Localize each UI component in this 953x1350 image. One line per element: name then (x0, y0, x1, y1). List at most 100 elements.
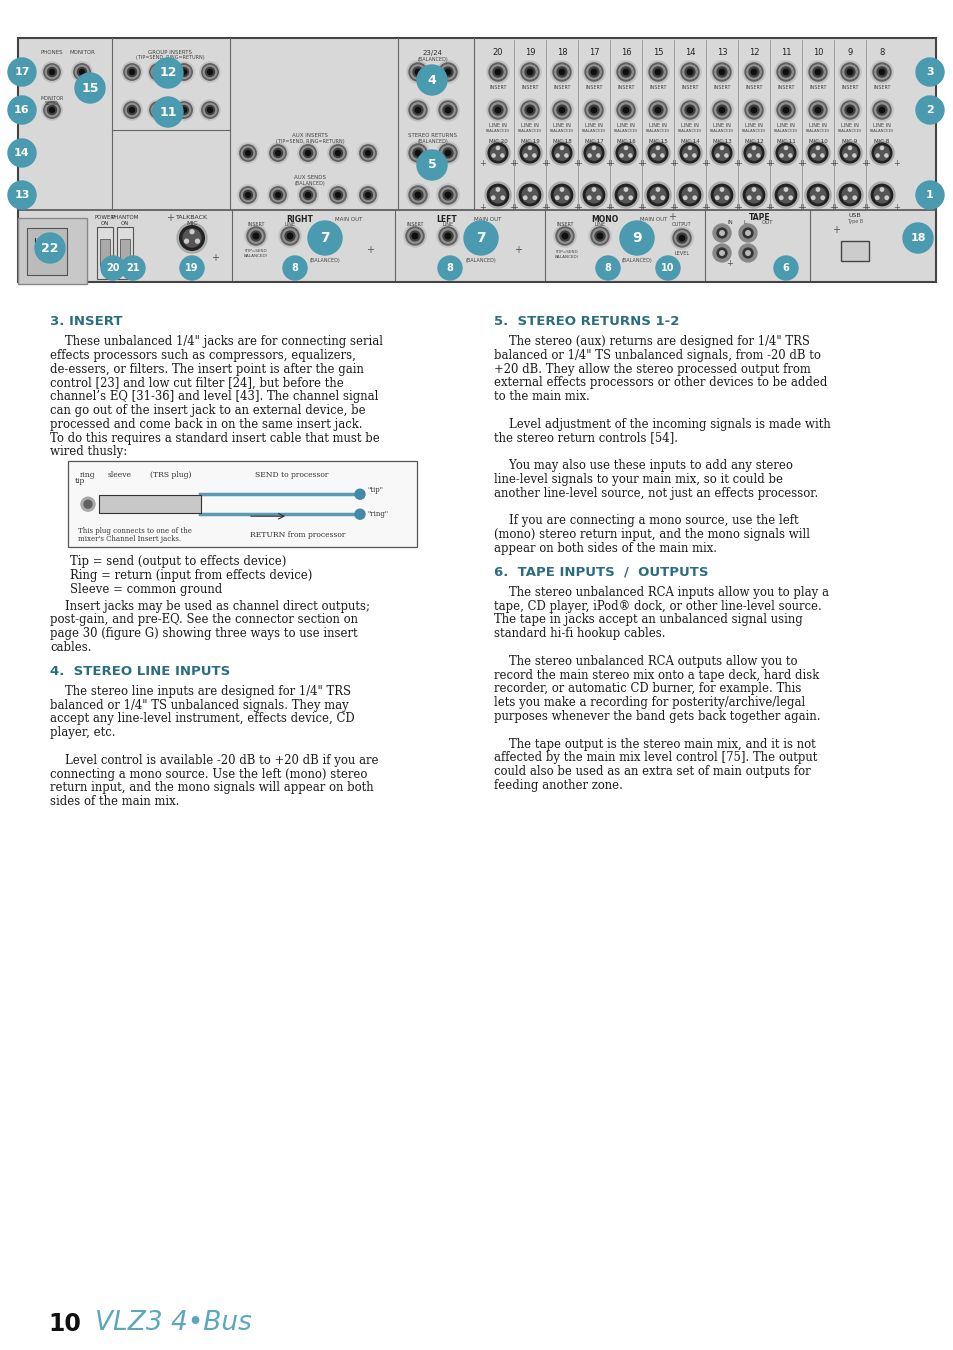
Text: 21: 21 (126, 263, 139, 273)
Circle shape (239, 186, 256, 204)
Circle shape (712, 244, 730, 262)
Circle shape (487, 185, 508, 205)
Circle shape (237, 185, 257, 205)
Text: (BALANCED): (BALANCED) (310, 258, 340, 263)
Circle shape (287, 234, 293, 239)
Text: +: + (893, 158, 900, 167)
Circle shape (84, 501, 91, 508)
Circle shape (876, 105, 886, 115)
Circle shape (692, 196, 696, 200)
Circle shape (844, 105, 854, 115)
Circle shape (774, 61, 796, 82)
Circle shape (438, 144, 456, 162)
Circle shape (595, 231, 604, 240)
Text: POWER
ON: POWER ON (95, 215, 115, 225)
Circle shape (73, 63, 91, 80)
Text: +: + (509, 158, 516, 167)
Text: (BALANCED): (BALANCED) (645, 130, 669, 134)
Text: You may also use these inputs to add any stereo: You may also use these inputs to add any… (494, 459, 792, 472)
Circle shape (126, 104, 138, 116)
Circle shape (363, 148, 372, 158)
Text: MAIN OUT: MAIN OUT (639, 217, 667, 221)
Circle shape (688, 146, 691, 150)
Circle shape (190, 230, 193, 234)
Circle shape (241, 189, 254, 201)
Text: (BALANCED): (BALANCED) (869, 130, 893, 134)
Text: STEREO RETURNS: STEREO RETURNS (408, 134, 457, 138)
Circle shape (628, 196, 632, 200)
Circle shape (524, 105, 535, 115)
Circle shape (651, 196, 655, 200)
Circle shape (869, 140, 893, 165)
Circle shape (745, 231, 749, 235)
Circle shape (873, 188, 889, 202)
Circle shape (716, 154, 719, 157)
Text: 19: 19 (524, 49, 535, 57)
Text: 13: 13 (716, 49, 726, 57)
Circle shape (436, 225, 458, 247)
Circle shape (411, 65, 425, 80)
Circle shape (653, 68, 662, 77)
Circle shape (523, 154, 527, 157)
Text: (BALANCED): (BALANCED) (805, 130, 829, 134)
Text: "tip": "tip" (367, 486, 382, 494)
Circle shape (278, 225, 301, 247)
Circle shape (684, 68, 694, 77)
Text: INSERT: INSERT (247, 221, 265, 227)
Circle shape (553, 63, 571, 81)
Text: 15: 15 (81, 81, 99, 95)
Text: INSERT: INSERT (406, 221, 423, 227)
Circle shape (710, 99, 732, 122)
Circle shape (8, 58, 36, 86)
Circle shape (580, 182, 606, 208)
Circle shape (8, 139, 36, 167)
Text: tape, CD player, iPod® dock, or other line-level source.: tape, CD player, iPod® dock, or other li… (494, 599, 821, 613)
Circle shape (75, 73, 105, 103)
Text: +: + (861, 158, 867, 167)
Circle shape (518, 185, 540, 205)
Text: channel’s EQ [31-36] and level [43]. The channel signal: channel’s EQ [31-36] and level [43]. The… (50, 390, 378, 404)
Circle shape (815, 107, 820, 113)
Circle shape (409, 186, 427, 204)
Circle shape (411, 103, 425, 117)
Text: +: + (893, 202, 900, 212)
Circle shape (438, 227, 456, 244)
Text: MAIN OUT: MAIN OUT (474, 217, 501, 221)
Circle shape (683, 196, 686, 200)
Circle shape (359, 186, 375, 204)
Text: 6.  TAPE INPUTS  /  OUTPUTS: 6. TAPE INPUTS / OUTPUTS (494, 566, 708, 579)
Circle shape (205, 105, 214, 115)
Circle shape (874, 65, 888, 80)
Circle shape (202, 101, 218, 119)
Circle shape (756, 154, 760, 157)
Circle shape (527, 107, 532, 113)
Text: (BALANCED): (BALANCED) (621, 258, 652, 263)
Circle shape (175, 63, 192, 80)
Text: +: + (702, 202, 710, 212)
Circle shape (674, 231, 688, 246)
Circle shape (724, 196, 728, 200)
Circle shape (806, 99, 828, 122)
Circle shape (365, 150, 370, 155)
Circle shape (445, 107, 450, 113)
Circle shape (331, 189, 344, 201)
Text: LINE IN: LINE IN (617, 123, 635, 128)
Circle shape (812, 105, 822, 115)
Circle shape (597, 154, 599, 157)
Text: 12: 12 (159, 66, 176, 80)
Text: balanced or 1/4" TS unbalanced signals. They may: balanced or 1/4" TS unbalanced signals. … (50, 698, 349, 711)
Circle shape (586, 103, 600, 117)
Text: INSERT: INSERT (680, 85, 698, 90)
Circle shape (77, 68, 87, 77)
Circle shape (709, 140, 733, 165)
Circle shape (493, 105, 502, 115)
Text: lets you make a recording for posterity/archive/legal: lets you make a recording for posterity/… (494, 697, 804, 709)
Text: The tape output is the stereo main mix, and it is not: The tape output is the stereo main mix, … (494, 737, 815, 751)
Circle shape (440, 103, 455, 117)
Circle shape (717, 248, 726, 258)
Circle shape (871, 143, 891, 163)
Text: (BALANCED): (BALANCED) (294, 181, 325, 186)
Text: 8: 8 (879, 49, 883, 57)
Circle shape (552, 143, 571, 163)
Text: MIC 18: MIC 18 (552, 139, 571, 144)
